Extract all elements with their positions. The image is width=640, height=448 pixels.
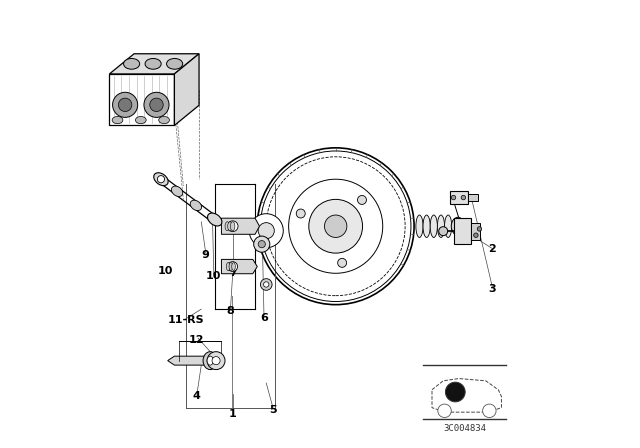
Circle shape bbox=[257, 148, 414, 305]
Ellipse shape bbox=[124, 59, 140, 69]
Bar bbox=[450, 191, 468, 204]
Ellipse shape bbox=[416, 215, 423, 237]
Ellipse shape bbox=[451, 217, 465, 235]
Circle shape bbox=[253, 236, 270, 252]
Ellipse shape bbox=[190, 200, 202, 211]
Circle shape bbox=[483, 404, 496, 418]
Ellipse shape bbox=[227, 263, 230, 271]
Circle shape bbox=[228, 262, 237, 271]
Ellipse shape bbox=[203, 352, 218, 370]
Polygon shape bbox=[109, 54, 199, 74]
Text: 11-RS: 11-RS bbox=[167, 315, 204, 325]
Ellipse shape bbox=[437, 215, 445, 237]
Polygon shape bbox=[221, 218, 260, 234]
Ellipse shape bbox=[136, 116, 146, 124]
Ellipse shape bbox=[207, 213, 222, 226]
Ellipse shape bbox=[166, 59, 182, 69]
Circle shape bbox=[338, 258, 347, 267]
Text: 3C004834: 3C004834 bbox=[443, 424, 486, 433]
Text: 12: 12 bbox=[189, 336, 205, 345]
Circle shape bbox=[451, 195, 456, 200]
Polygon shape bbox=[221, 259, 257, 274]
Text: 10: 10 bbox=[157, 266, 173, 276]
Text: 4: 4 bbox=[193, 392, 201, 401]
Ellipse shape bbox=[112, 116, 123, 124]
Circle shape bbox=[438, 404, 451, 418]
Circle shape bbox=[118, 98, 132, 112]
Circle shape bbox=[309, 199, 362, 253]
Circle shape bbox=[358, 195, 367, 204]
Circle shape bbox=[227, 221, 238, 232]
Ellipse shape bbox=[228, 222, 232, 231]
Ellipse shape bbox=[423, 215, 430, 237]
Ellipse shape bbox=[207, 352, 225, 370]
Text: 6: 6 bbox=[260, 313, 268, 323]
Circle shape bbox=[324, 215, 347, 237]
Ellipse shape bbox=[154, 173, 168, 185]
Ellipse shape bbox=[145, 59, 161, 69]
Ellipse shape bbox=[172, 186, 183, 197]
Ellipse shape bbox=[445, 215, 452, 237]
Ellipse shape bbox=[212, 357, 220, 365]
Circle shape bbox=[113, 92, 138, 117]
Text: 5: 5 bbox=[269, 405, 276, 415]
Text: 8: 8 bbox=[227, 306, 234, 316]
Circle shape bbox=[144, 92, 169, 117]
Text: 7: 7 bbox=[228, 268, 237, 278]
Ellipse shape bbox=[232, 263, 236, 271]
Bar bbox=[109, 74, 174, 125]
Circle shape bbox=[264, 282, 269, 287]
Circle shape bbox=[157, 176, 164, 183]
Text: 2: 2 bbox=[488, 244, 497, 254]
Circle shape bbox=[249, 214, 284, 248]
Circle shape bbox=[258, 223, 275, 239]
Ellipse shape bbox=[229, 263, 233, 271]
Circle shape bbox=[477, 227, 482, 231]
Bar bbox=[472, 223, 481, 240]
Ellipse shape bbox=[207, 356, 213, 365]
Circle shape bbox=[461, 195, 466, 200]
Bar bbox=[454, 218, 472, 244]
Ellipse shape bbox=[439, 227, 448, 236]
Circle shape bbox=[296, 209, 305, 218]
Polygon shape bbox=[168, 356, 217, 365]
Ellipse shape bbox=[159, 116, 170, 124]
Text: 3: 3 bbox=[489, 284, 496, 294]
Ellipse shape bbox=[430, 215, 437, 237]
Ellipse shape bbox=[225, 222, 230, 231]
Ellipse shape bbox=[230, 222, 235, 231]
Polygon shape bbox=[174, 54, 199, 125]
Circle shape bbox=[445, 382, 465, 402]
Circle shape bbox=[474, 233, 478, 237]
Text: 10: 10 bbox=[206, 271, 221, 280]
Bar bbox=[468, 194, 477, 201]
Circle shape bbox=[258, 241, 266, 248]
Text: 1: 1 bbox=[228, 409, 237, 419]
Text: 9: 9 bbox=[202, 250, 210, 260]
Circle shape bbox=[150, 98, 163, 112]
Circle shape bbox=[260, 279, 272, 290]
